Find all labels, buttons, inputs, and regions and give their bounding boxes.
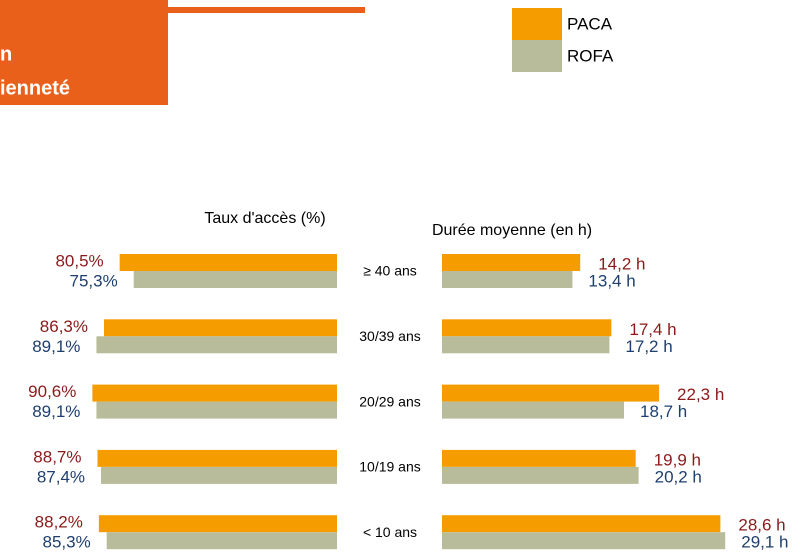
data-label: 19,9 h <box>654 450 701 469</box>
data-label: 90,6% <box>28 382 76 401</box>
data-label: 29,1 h <box>741 533 788 552</box>
bar <box>442 466 639 484</box>
bar <box>101 466 338 484</box>
data-label: 89,1% <box>32 337 80 356</box>
data-label: 87,4% <box>37 467 85 486</box>
header-rule <box>168 7 365 13</box>
bar <box>442 254 581 271</box>
category-label: 30/39 ans <box>359 328 421 344</box>
legend-swatch <box>512 8 562 40</box>
category-label: ≥ 40 ans <box>363 263 417 279</box>
bar <box>442 319 612 337</box>
bar <box>106 532 337 550</box>
bar <box>442 384 660 402</box>
data-label: 86,3% <box>40 317 88 336</box>
bar <box>96 401 338 419</box>
header-band <box>0 0 168 105</box>
bar <box>442 401 625 419</box>
legend-label: PACA <box>567 14 613 33</box>
bar <box>98 515 337 533</box>
bar <box>442 515 721 533</box>
bar <box>119 254 338 271</box>
data-label: 85,3% <box>42 533 90 552</box>
data-label: 18,7 h <box>640 402 687 421</box>
data-label: 20,2 h <box>655 467 702 486</box>
bar <box>97 449 337 467</box>
data-label: 14,2 h <box>598 254 645 273</box>
header-line: n <box>0 43 12 65</box>
bar <box>133 271 337 288</box>
legend-swatch <box>512 40 562 72</box>
data-label: 89,1% <box>32 402 80 421</box>
bar <box>442 336 610 354</box>
data-label: 22,3 h <box>677 385 724 404</box>
data-label: 17,4 h <box>629 320 676 339</box>
legend-label: ROFA <box>567 46 614 65</box>
data-label: 80,5% <box>55 251 103 270</box>
data-label: 13,4 h <box>588 271 635 290</box>
data-label: 28,6 h <box>738 516 785 535</box>
chart-title: Durée moyenne (en h) <box>432 222 592 239</box>
bar <box>92 384 337 402</box>
data-label: 88,7% <box>33 447 81 466</box>
category-label: 10/19 ans <box>359 459 421 475</box>
bar <box>103 319 338 337</box>
bar <box>442 532 726 550</box>
chart-title: Taux d'accès (%) <box>204 210 325 227</box>
data-label: 75,3% <box>69 271 117 290</box>
bar <box>96 336 338 354</box>
category-label: 20/29 ans <box>359 393 421 409</box>
bar <box>442 271 573 288</box>
data-label: 17,2 h <box>625 337 672 356</box>
category-label: < 10 ans <box>363 524 417 540</box>
data-label: 88,2% <box>35 513 83 532</box>
header-line: ienneté <box>0 77 70 99</box>
bar <box>442 449 636 467</box>
